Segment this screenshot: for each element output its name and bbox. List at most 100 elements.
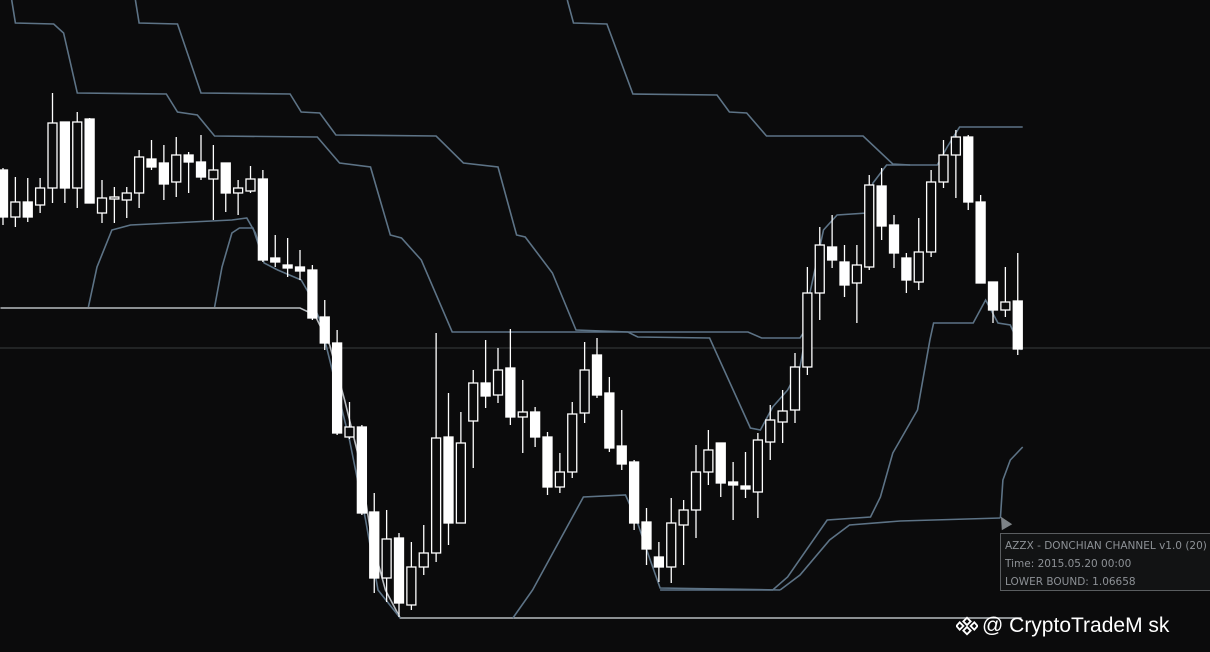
candle-body-bullish [468,382,479,422]
candle [727,462,739,520]
indicator-tooltip: AZZX - DONCHIAN CHANNEL v1.0 (20) Time: … [1000,533,1210,591]
candle [678,500,689,565]
candle [938,140,949,188]
candle [418,525,429,575]
candle-body-bearish [393,537,405,604]
donchian-band-layer [0,0,1024,619]
donchian-upper-band [566,0,911,166]
candle-body-bearish [356,426,368,514]
candle-body-bullish [47,122,58,189]
candle-body-bullish [418,552,429,568]
candle [901,253,912,293]
candle-body-bearish [270,257,281,263]
candle-body-bearish [727,481,739,486]
candle [331,330,343,435]
candle [604,377,615,452]
watermark-text: @ CryptoTradeM sk [982,614,1170,637]
candle-body-bullish [950,136,962,156]
candle-body-bullish [10,201,21,218]
candle [208,145,219,220]
candle [963,135,974,210]
candle-body-bullish [517,411,528,418]
candle-body-bearish [505,367,516,418]
binance-diamond-icon [956,616,978,636]
candle [690,445,702,538]
candle-body-bearish [888,224,900,254]
candle-body-bearish [826,246,838,261]
candle-body-bullish [133,156,145,194]
candle-body-bearish [146,158,157,168]
candle-body-bearish [616,445,627,465]
candle [257,170,269,262]
tooltip-time: Time: 2015.05.20 00:00 [1005,558,1132,570]
candle [715,442,726,497]
candle-body-bullish [690,471,702,511]
candle-body-bearish [591,354,603,396]
candle-body-bearish [901,257,912,281]
candle-body-bearish [294,266,306,272]
candle [34,178,46,213]
candle-body-bullish [814,244,825,294]
candle-body-bearish [22,201,33,218]
candle-body-bullish [455,442,467,524]
candle-body-bullish [925,181,937,253]
candle-body-bearish [369,511,380,579]
candle-body-bullish [34,187,46,206]
donchian-lower-band [779,517,1001,591]
candle [975,195,986,284]
candle [641,508,652,565]
candle [888,215,900,268]
candle [1012,253,1023,355]
candle [950,130,962,198]
candle-body-bullish [666,522,677,568]
candle-body-bullish [430,437,442,554]
candle [851,245,863,323]
candle [393,533,405,617]
candle [455,412,467,524]
candle [468,370,479,468]
candle [443,393,454,545]
candle [789,353,801,423]
candle-body-bearish [443,436,454,524]
candle-body-bullish [802,292,813,368]
candle [121,187,132,218]
candle [913,218,924,290]
donchian-lower-band [999,446,1024,519]
donchian-lower-band [213,227,264,308]
candle-body-bearish [641,521,652,550]
candle-body-bearish [282,264,293,269]
candle [752,433,764,518]
candle [987,281,999,323]
candle [765,405,776,460]
candle [529,407,541,447]
candle-body-bearish [257,178,269,261]
candle [925,170,937,257]
candle-body-bearish [740,485,751,490]
candle [0,168,9,225]
candle-body-bearish [59,121,71,189]
tooltip-lower-bound: LOWER BOUND: 1.06658 [1005,576,1136,588]
candle [171,137,182,197]
candle-body-bullish [344,426,355,438]
candle [628,460,640,530]
candle [183,152,194,193]
candle [616,410,627,470]
candle-body-bearish [876,185,887,227]
candle-body-bearish [987,281,999,311]
candle [517,380,528,453]
donchian-lower-band [660,298,1023,591]
candle [406,542,417,610]
candle-body-bearish [158,162,170,185]
candle-body-bearish [963,136,974,203]
candle [369,493,380,593]
candle [133,150,145,208]
watermark: @ CryptoTradeM sk [956,614,1169,638]
candle [220,162,231,212]
candle [777,390,788,443]
candle [72,112,83,208]
candle [864,175,875,270]
candle-body-bullish [851,264,863,284]
candle-body-bullish [171,154,182,183]
candle-body-bearish [0,169,9,218]
